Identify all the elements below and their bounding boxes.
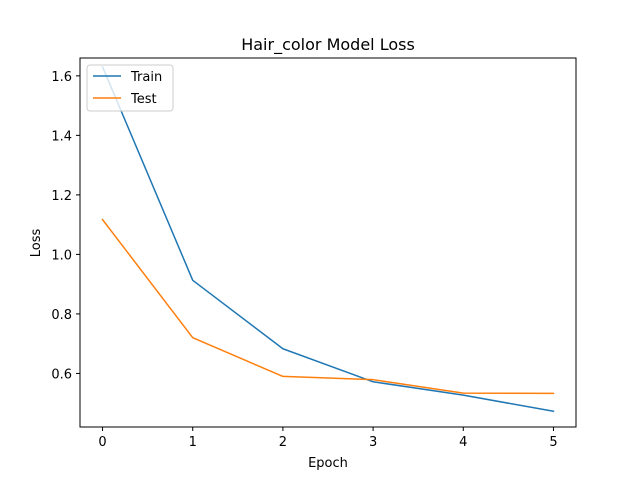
y-tick-label: 0.6 [51,367,72,382]
y-axis-ticks: 0.6 0.8 1.0 1.2 1.4 1.6 [51,70,80,382]
x-tick-label: 4 [459,435,467,450]
y-axis-label: Loss [29,229,44,258]
series-lines [101,65,555,413]
legend: Train Test [86,64,174,112]
x-tick-label: 2 [279,435,287,450]
legend-label-test: Test [130,92,157,107]
y-tick-label: 1.4 [51,129,72,144]
x-axis-ticks: 0 1 2 3 4 5 [98,427,558,450]
legend-label-train: Train [130,70,162,85]
chart-title: Hair_color Model Loss [241,35,415,55]
plot-area [79,57,577,428]
series-line-train [101,65,555,413]
y-tick-label: 1.0 [51,248,72,263]
x-axis-label: Epoch [308,456,348,471]
axes-frame [79,57,577,428]
y-tick-label: 0.8 [51,308,72,323]
x-tick-label: 3 [369,435,377,450]
x-tick-label: 1 [189,435,197,450]
x-tick-label: 0 [98,435,106,450]
series-line-test [101,218,555,395]
y-tick-label: 1.2 [51,189,72,204]
x-tick-label: 5 [549,435,557,450]
y-tick-label: 1.6 [51,70,72,85]
